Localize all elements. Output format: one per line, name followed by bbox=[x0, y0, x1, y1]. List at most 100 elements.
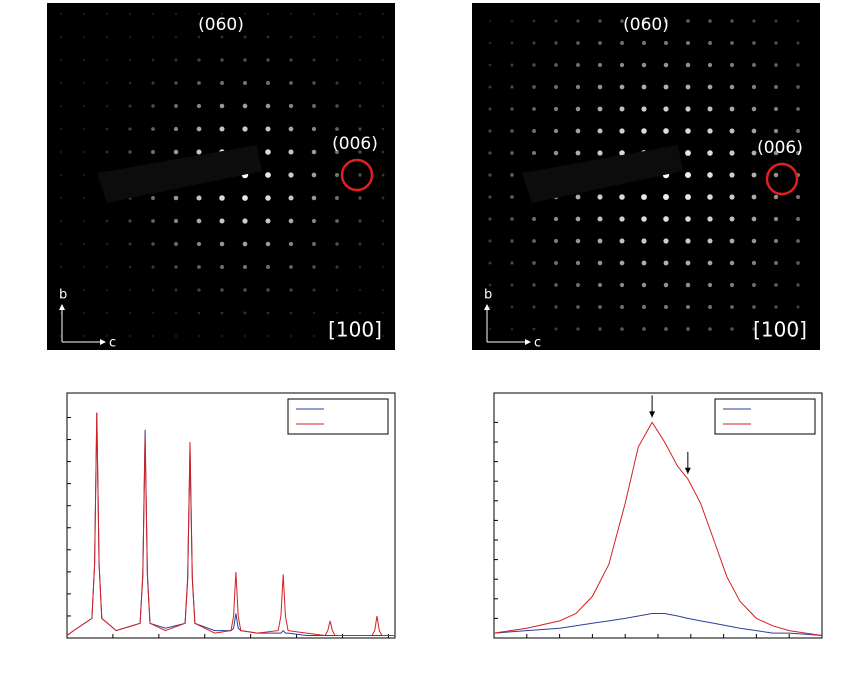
diffraction-spot bbox=[174, 58, 178, 62]
reflection-label: (006) bbox=[757, 138, 803, 158]
diffraction-spot bbox=[105, 104, 109, 108]
diffraction-spot bbox=[242, 264, 248, 270]
diffraction-spot bbox=[59, 58, 63, 62]
arrow-head bbox=[100, 339, 106, 345]
diffraction-spot bbox=[242, 126, 248, 132]
diffraction-spot bbox=[219, 241, 225, 247]
diffraction-spot bbox=[774, 41, 778, 45]
diffraction-spot bbox=[174, 35, 178, 39]
diffraction-spot bbox=[312, 35, 316, 39]
diffraction-spot bbox=[312, 58, 316, 62]
data-line bbox=[493, 613, 823, 636]
diffraction-spot bbox=[751, 216, 757, 222]
diffraction-spot bbox=[220, 265, 224, 269]
diffraction-spot bbox=[151, 35, 155, 39]
diffraction-spot bbox=[751, 172, 757, 178]
diffraction-spot bbox=[642, 19, 646, 23]
diffraction-spot bbox=[752, 63, 756, 67]
diffraction-spot bbox=[173, 218, 179, 224]
diffraction-spot bbox=[128, 311, 132, 315]
diffraction-spot bbox=[598, 305, 602, 309]
diffraction-spot bbox=[774, 327, 778, 331]
diffraction-spot bbox=[597, 194, 603, 200]
diffraction-spot bbox=[619, 84, 625, 90]
diffraction-spot bbox=[532, 107, 536, 111]
diffraction-spot bbox=[751, 150, 757, 156]
diffraction-spot bbox=[242, 218, 248, 224]
diffraction-spot bbox=[358, 81, 362, 85]
diffraction-spot bbox=[289, 265, 293, 269]
beam-stop bbox=[522, 145, 683, 203]
diffraction-spot bbox=[708, 41, 712, 45]
diffraction-spot bbox=[641, 128, 647, 134]
diffraction-spot bbox=[641, 62, 647, 68]
diffraction-spot bbox=[59, 219, 63, 223]
diffraction-spot bbox=[335, 12, 339, 16]
diffraction-spot bbox=[173, 195, 179, 201]
diffraction-spot bbox=[82, 127, 86, 131]
diffraction-spot bbox=[312, 242, 316, 246]
diffraction-spot bbox=[289, 12, 293, 16]
diffraction-spot bbox=[128, 81, 132, 85]
diffraction-spot bbox=[488, 85, 492, 89]
diffraction-spot bbox=[575, 216, 581, 222]
diffraction-spot bbox=[358, 12, 362, 16]
diffraction-spot bbox=[82, 81, 86, 85]
axis-label: b bbox=[484, 288, 492, 303]
diffraction-spot bbox=[289, 288, 293, 292]
diffraction-spot bbox=[619, 194, 625, 200]
diffraction-spot bbox=[59, 81, 63, 85]
axis-label: c bbox=[109, 336, 116, 351]
diffraction-spot bbox=[312, 104, 316, 108]
diffraction-spot bbox=[796, 217, 800, 221]
diffraction-spot bbox=[554, 85, 558, 89]
diffraction-spot bbox=[774, 283, 778, 287]
diffraction-spot bbox=[82, 265, 86, 269]
axis-label: c bbox=[534, 336, 541, 351]
diffraction-spot bbox=[532, 261, 536, 265]
diffraction-spot bbox=[151, 311, 155, 315]
diffraction-spot bbox=[773, 150, 779, 156]
diffraction-spot bbox=[151, 150, 155, 154]
arrow-head bbox=[484, 304, 490, 310]
diffraction-spot bbox=[510, 107, 514, 111]
diffraction-spot bbox=[220, 81, 224, 85]
diffraction-spot bbox=[105, 265, 109, 269]
diffraction-spot bbox=[619, 216, 625, 222]
diffraction-spot bbox=[796, 261, 800, 265]
diffraction-spot bbox=[663, 40, 669, 46]
diffraction-spot bbox=[151, 334, 155, 338]
diffraction-spot bbox=[488, 305, 492, 309]
diffraction-spot bbox=[335, 104, 339, 108]
diffraction-spot bbox=[554, 41, 558, 45]
diffraction-spot bbox=[707, 260, 713, 266]
diffraction-spot bbox=[59, 265, 63, 269]
diffraction-spot bbox=[684, 171, 692, 179]
diffraction-spot bbox=[59, 127, 63, 131]
diffraction-spot bbox=[532, 129, 536, 133]
arrow-head bbox=[649, 411, 656, 418]
diffraction-spot bbox=[641, 282, 647, 288]
diffraction-spot bbox=[197, 334, 201, 338]
diffraction-spot bbox=[575, 238, 581, 244]
diffraction-spot bbox=[151, 196, 155, 200]
diffraction-panel: (060) (006) [100] b c bbox=[47, 3, 395, 351]
diffraction-spot bbox=[620, 19, 624, 23]
diffraction-spot bbox=[619, 238, 625, 244]
diffraction-spot bbox=[381, 150, 385, 154]
diffraction-spot bbox=[105, 150, 109, 154]
diffraction-spot bbox=[488, 19, 492, 23]
diffraction-spot bbox=[335, 288, 339, 292]
diffraction-spot bbox=[288, 195, 294, 201]
diffraction-spot bbox=[707, 172, 713, 178]
diffraction-spot bbox=[243, 35, 247, 39]
diffraction-spot bbox=[707, 238, 713, 244]
diffraction-spot bbox=[685, 238, 691, 244]
diffraction-spot bbox=[82, 288, 86, 292]
diffraction-spot bbox=[641, 238, 647, 244]
diffraction-spot bbox=[243, 334, 247, 338]
diffraction-spot bbox=[510, 195, 514, 199]
diffraction-spot bbox=[381, 196, 385, 200]
diffraction-spot bbox=[729, 150, 735, 156]
diffraction-spot bbox=[576, 305, 580, 309]
